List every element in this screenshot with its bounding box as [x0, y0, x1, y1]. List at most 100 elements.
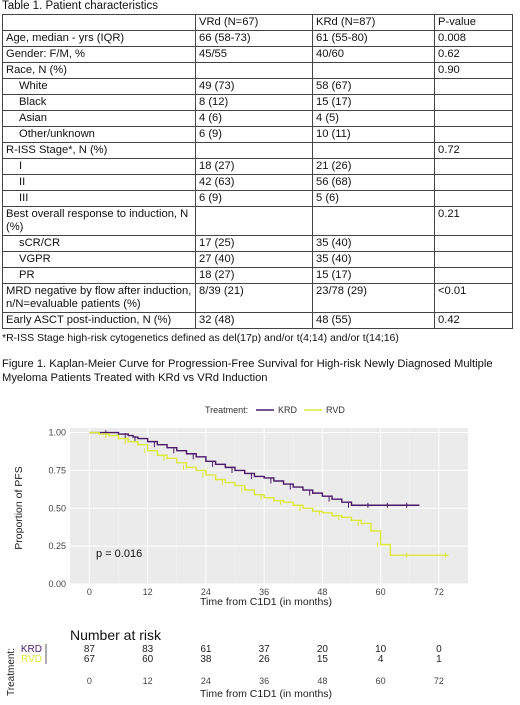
risk-x-tick-label: 24 — [201, 676, 211, 686]
krd-value: 10 (11) — [312, 126, 435, 143]
p-value — [434, 110, 513, 127]
risk-x-axis: 0 12 24 36 48 60 72 — [87, 676, 444, 686]
vrd-value: 8 (12) — [195, 94, 313, 111]
risk-row-label-rvd: RVD — [21, 654, 42, 665]
p-value — [434, 174, 513, 191]
table-row: VGPR 27 (40) 35 (40) — [2, 251, 513, 268]
table-header-row: VRd (N=67) KRd (N=87) P-value — [2, 14, 513, 31]
table-row: Age, median - yrs (IQR) 66 (58-73) 61 (55-… — [2, 30, 513, 47]
km-curve-krd — [89, 431, 420, 506]
legend-rvd-label: RVD — [326, 405, 345, 415]
risk-table-y-label: Treatment: — [6, 648, 17, 696]
row-label: MRD negative by flow after induction, n/… — [2, 283, 196, 313]
vrd-value: 49 (73) — [195, 78, 313, 95]
row-label: Age, median - yrs (IQR) — [2, 30, 196, 47]
table-row: Black 8 (12) 15 (17) — [2, 94, 513, 111]
vrd-value — [195, 62, 313, 79]
legend-title: Treatment: — [205, 405, 248, 415]
vrd-value: 6 (9) — [195, 126, 313, 143]
vrd-value: 42 (63) — [195, 174, 313, 191]
row-label: Asian — [2, 110, 196, 127]
risk-table-title: Number at risk — [70, 627, 162, 643]
row-label: R-ISS Stage*, N (%) — [2, 142, 196, 159]
risk-x-tick-label: 48 — [317, 676, 327, 686]
krd-value: 58 (67) — [312, 78, 435, 95]
table-row: Race, N (%) 0.90 — [2, 62, 513, 79]
risk-x-tick-label: 36 — [259, 676, 269, 686]
y-tick-label: 0.75 — [48, 465, 66, 475]
p-value: <0.01 — [434, 283, 513, 313]
header-cell: VRd (N=67) — [195, 14, 313, 31]
patient-characteristics-table: VRd (N=67) KRd (N=87) P-value Age, media… — [2, 14, 513, 329]
x-tick-label: 12 — [143, 587, 153, 597]
krd-value: 4 (5) — [312, 110, 435, 127]
risk-x-tick-label: 72 — [434, 676, 444, 686]
krd-value: 35 (40) — [312, 235, 435, 252]
table-row: PR 18 (27) 15 (17) — [2, 267, 513, 284]
vrd-value — [195, 206, 313, 236]
risk-count: 0 — [436, 644, 442, 655]
header-cell: KRd (N=87) — [312, 14, 435, 31]
x-tick-label: 48 — [317, 587, 327, 597]
y-tick-label: 0.50 — [48, 503, 66, 513]
risk-x-tick-label: 12 — [143, 676, 153, 686]
x-tick-label: 0 — [87, 587, 92, 597]
header-cell — [2, 14, 196, 31]
row-label: Race, N (%) — [2, 62, 196, 79]
risk-x-tick-label: 0 — [87, 676, 92, 686]
x-tick-label: 24 — [201, 587, 211, 597]
risk-x-tick-label: 60 — [376, 676, 386, 686]
krd-value: 56 (68) — [312, 174, 435, 191]
p-value — [434, 78, 513, 95]
table-row: R-ISS Stage*, N (%) 0.72 — [2, 142, 513, 159]
vrd-value: 4 (6) — [195, 110, 313, 127]
risk-count: 10 — [375, 644, 387, 655]
risk-count: 26 — [259, 654, 271, 665]
table-row: I 18 (27) 21 (26) — [2, 158, 513, 175]
row-label: sCR/CR — [2, 235, 196, 252]
krd-value — [312, 206, 435, 236]
x-tick-label: 72 — [434, 587, 444, 597]
risk-rows: KRD 87 83 61 37 20 10 0 RVD 67 60 38 26 15 4 1 — [21, 644, 442, 665]
risk-count: 67 — [84, 654, 96, 665]
krd-value: 35 (40) — [312, 251, 435, 268]
header-cell: P-value — [434, 14, 513, 31]
risk-count: 37 — [259, 644, 271, 655]
risk-count: 38 — [200, 654, 212, 665]
krd-value: 48 (55) — [312, 312, 435, 329]
table-row: II 42 (63) 56 (68) — [2, 174, 513, 191]
krd-value — [312, 62, 435, 79]
vrd-value: 27 (40) — [195, 251, 313, 268]
vrd-value: 6 (9) — [195, 190, 313, 207]
p-value: 0.42 — [434, 312, 513, 329]
table-row: Asian 4 (6) 4 (5) — [2, 110, 513, 127]
krd-value: 61 (55-80) — [312, 30, 435, 47]
y-tick-label: 1.00 — [48, 428, 66, 438]
row-label: II — [2, 174, 196, 191]
table-row: Early ASCT post-induction, N (%) 32 (48) 4… — [2, 312, 513, 329]
krd-value — [312, 142, 435, 159]
risk-row-label-krd: KRD — [21, 644, 42, 655]
y-axis-label: Proportion of PFS — [13, 466, 25, 549]
row-label: Black — [2, 94, 196, 111]
risk-x-axis-label: Time from C1D1 (in months) — [200, 688, 332, 700]
risk-count: 15 — [317, 654, 329, 665]
vrd-value: 18 (27) — [195, 267, 313, 284]
row-label: III — [2, 190, 196, 207]
krd-value: 23/78 (29) — [312, 283, 435, 313]
risk-count: 4 — [378, 654, 384, 665]
p-value — [434, 267, 513, 284]
plot-panel — [70, 428, 468, 584]
grid — [70, 428, 468, 585]
table-row: Best overall response to induction, N (%… — [2, 206, 513, 236]
x-tick-label: 60 — [376, 587, 386, 597]
table-row: Other/unknown 6 (9) 10 (11) — [2, 126, 513, 143]
row-label: Early ASCT post-induction, N (%) — [2, 312, 196, 329]
row-label: VGPR — [2, 251, 196, 268]
risk-count: 1 — [436, 654, 442, 665]
vrd-value: 8/39 (21) — [195, 283, 313, 313]
km-chart: Treatment: KRD RVD 0 12 24 36 48 60 72 0.00 0.25… — [13, 405, 468, 608]
p-value: 0.008 — [434, 30, 513, 47]
p-value: 0.21 — [434, 206, 513, 236]
vrd-value: 45/55 — [195, 46, 313, 63]
